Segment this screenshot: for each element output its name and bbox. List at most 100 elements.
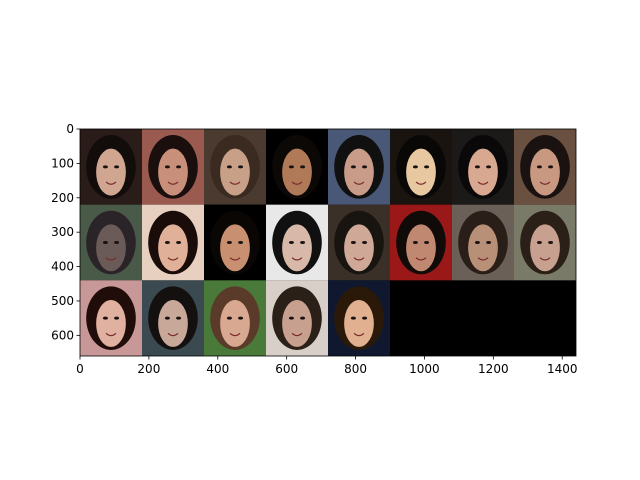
- face-shape: [96, 148, 126, 196]
- mouth: [353, 332, 365, 337]
- mouth: [477, 257, 489, 261]
- eye-left: [102, 240, 108, 245]
- eye-left: [350, 240, 356, 245]
- face-shape: [468, 224, 498, 272]
- face-shape: [468, 148, 498, 196]
- eye-right: [548, 165, 554, 169]
- eye-right: [238, 240, 244, 245]
- face-tile: [328, 204, 390, 281]
- face-shape: [406, 224, 436, 272]
- eye-left: [164, 165, 170, 169]
- eye-right: [424, 240, 430, 245]
- face-shape: [282, 300, 312, 347]
- eye-right: [300, 240, 306, 245]
- face-tile: [266, 280, 328, 356]
- x-tick-label: 400: [206, 362, 229, 376]
- axes-frame: [79, 128, 577, 357]
- face-shape: [344, 224, 374, 272]
- eye-right: [300, 316, 306, 320]
- face-tile: [328, 280, 390, 356]
- mouth: [105, 257, 117, 261]
- mouth: [229, 332, 241, 337]
- eye-right: [176, 240, 182, 245]
- eye-right: [114, 316, 120, 320]
- eye-right: [548, 240, 554, 245]
- x-tick-label: 600: [275, 362, 298, 376]
- eye-left: [226, 165, 232, 169]
- mouth: [415, 181, 427, 185]
- face-tile: [452, 204, 514, 281]
- face-tile: [204, 204, 266, 281]
- face-shape: [96, 300, 126, 347]
- eye-right: [300, 165, 306, 169]
- face-tile: [80, 129, 142, 205]
- eye-right: [362, 240, 368, 245]
- eye-right: [176, 316, 182, 320]
- face-shape: [158, 300, 188, 347]
- face-tile: [514, 204, 576, 281]
- face-shape: [282, 148, 312, 196]
- eye-right: [114, 240, 120, 245]
- mouth: [415, 257, 427, 261]
- eye-right: [238, 316, 244, 320]
- face-tile: [142, 280, 204, 356]
- mouth: [291, 332, 303, 337]
- face-tile: [80, 204, 142, 281]
- axis-ticks: 0 200 400 600 800 1000 1200 1400 0 100 200 300 400 50…: [51, 122, 577, 376]
- mouth: [353, 181, 365, 185]
- face-shape: [220, 224, 250, 272]
- mouth: [477, 181, 489, 185]
- y-tick-label: 200: [51, 191, 74, 205]
- eye-left: [288, 165, 294, 169]
- eye-left: [164, 240, 170, 245]
- eye-right: [362, 316, 368, 320]
- face-shape: [220, 148, 250, 196]
- eye-left: [474, 240, 480, 245]
- face-shape: [282, 224, 312, 272]
- mouth: [539, 181, 551, 185]
- eye-left: [350, 316, 356, 320]
- eye-right: [114, 165, 120, 169]
- eye-left: [412, 165, 418, 169]
- mouth: [167, 257, 179, 261]
- mouth: [167, 181, 179, 185]
- x-tick-label: 800: [344, 362, 367, 376]
- face-tile: [266, 129, 328, 205]
- eye-left: [288, 240, 294, 245]
- mouth: [291, 257, 303, 261]
- eye-left: [164, 316, 170, 320]
- mouth: [167, 332, 179, 337]
- eye-left: [226, 316, 232, 320]
- face-shape: [530, 224, 560, 272]
- face-shape: [406, 148, 436, 196]
- face-shape: [158, 148, 188, 196]
- face-tile: [452, 129, 514, 205]
- y-tick-label: 400: [51, 260, 74, 274]
- face-tile: [328, 129, 390, 205]
- eye-right: [238, 165, 244, 169]
- x-tick-label: 1200: [478, 362, 509, 376]
- face-tile: [204, 129, 266, 205]
- face-tile: [390, 204, 452, 281]
- face-tile: [514, 129, 576, 205]
- eye-right: [486, 165, 492, 169]
- eye-left: [350, 165, 356, 169]
- x-tick-label: 1400: [547, 362, 578, 376]
- face-shape: [96, 224, 126, 272]
- face-tile: [390, 129, 452, 205]
- face-tile: [142, 129, 204, 205]
- face-tile: [80, 280, 142, 356]
- face-shape: [530, 148, 560, 196]
- mouth: [229, 257, 241, 261]
- y-tick-label: 0: [66, 122, 74, 136]
- x-tick-label: 200: [137, 362, 160, 376]
- eye-right: [486, 240, 492, 245]
- eye-left: [536, 165, 542, 169]
- eye-right: [362, 165, 368, 169]
- face-tile: [142, 204, 204, 281]
- eye-left: [288, 316, 294, 320]
- face-shape: [344, 148, 374, 196]
- y-tick-label: 100: [51, 156, 74, 170]
- eye-left: [536, 240, 542, 245]
